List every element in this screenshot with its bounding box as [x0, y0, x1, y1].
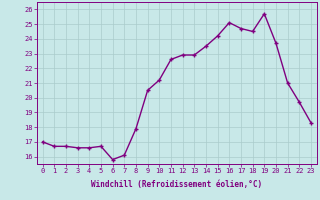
- X-axis label: Windchill (Refroidissement éolien,°C): Windchill (Refroidissement éolien,°C): [91, 180, 262, 189]
